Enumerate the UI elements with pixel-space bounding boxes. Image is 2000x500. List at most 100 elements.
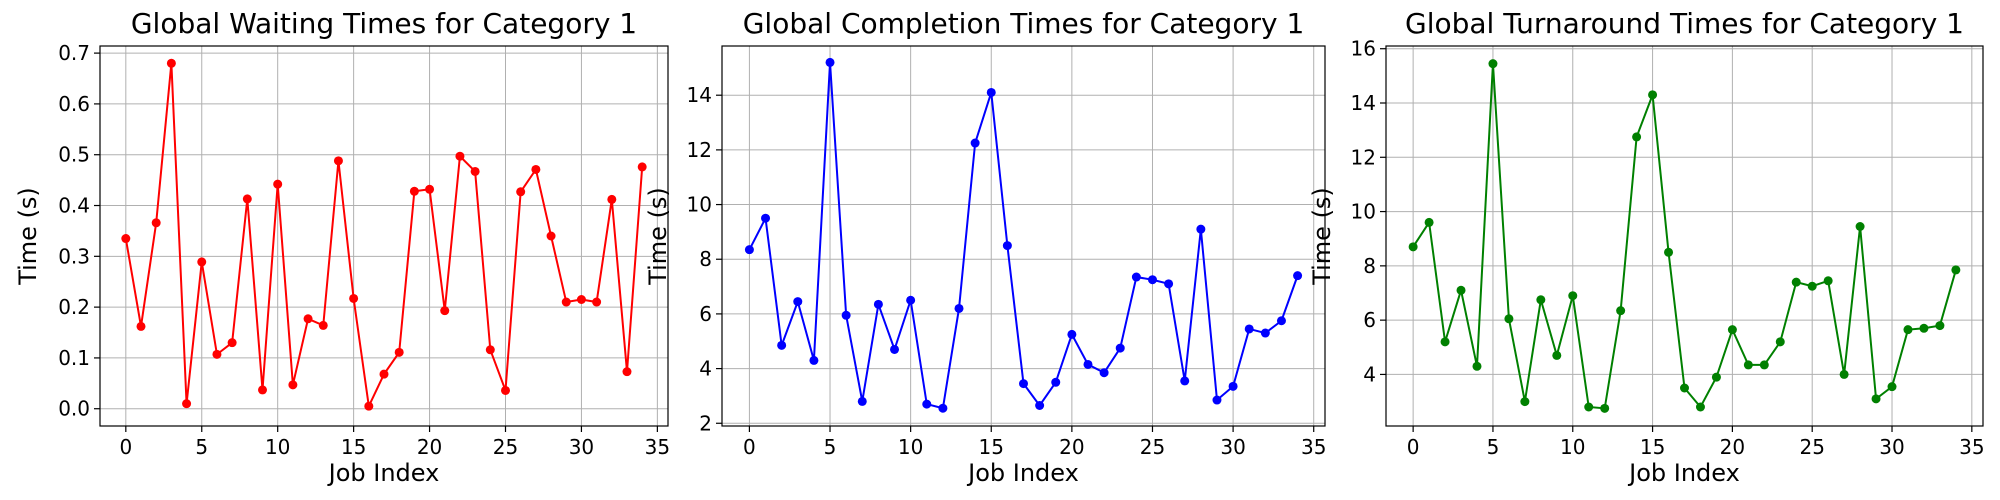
data-point (546, 231, 556, 241)
y-tick-label: 6 (699, 302, 712, 326)
data-point (500, 385, 510, 395)
data-point (1260, 328, 1270, 338)
x-tick-label: 20 (417, 435, 442, 459)
x-axis-label: Job Index (1627, 459, 1740, 487)
data-point (242, 194, 252, 204)
data-point (182, 399, 192, 409)
data-point (333, 156, 343, 166)
y-axis-label: Time (s) (1308, 187, 1336, 286)
data-point (212, 349, 222, 359)
y-tick-label: 12 (687, 138, 712, 162)
data-point (409, 186, 419, 196)
y-tick-label: 0.4 (58, 194, 90, 218)
gridlines (722, 46, 1325, 426)
data-point (1196, 224, 1206, 234)
y-tick-label: 0.3 (58, 244, 90, 268)
data-point (890, 344, 900, 354)
y-tick-label: 16 (1351, 37, 1376, 61)
y-tick-label: 0.5 (58, 143, 90, 167)
data-point (1180, 376, 1190, 386)
data-point (1871, 394, 1881, 404)
y-tick-label: 0.2 (58, 295, 90, 319)
data-point (906, 295, 916, 305)
x-axis-label: Job Index (327, 459, 440, 487)
series-line (748, 62, 1299, 410)
data-point (288, 380, 298, 390)
x-tick-label: 20 (1720, 435, 1745, 459)
data-point (1147, 275, 1157, 285)
y-tick-label: 4 (1363, 362, 1376, 386)
data-point (938, 403, 948, 413)
data-point (1839, 369, 1849, 379)
data-point (1424, 217, 1434, 227)
y-tick-label: 10 (1351, 200, 1376, 224)
data-point (1600, 403, 1610, 413)
data-point (1276, 316, 1286, 326)
data-point (857, 396, 867, 406)
data-point (1743, 360, 1753, 370)
data-point (1680, 383, 1689, 393)
plot-area (1385, 45, 1984, 427)
x-tick-label: 0 (119, 435, 132, 459)
data-point (1520, 397, 1530, 407)
data-point (470, 166, 480, 176)
data-point (576, 295, 586, 305)
y-tick-label: 8 (699, 247, 712, 271)
data-point (841, 310, 851, 320)
series-line (1412, 63, 1957, 410)
data-point (1903, 325, 1913, 335)
chart-title: Global Completion Times for Category 1 (743, 7, 1305, 40)
x-tick-label: 0 (743, 435, 756, 459)
y-tick-label: 0.6 (58, 92, 90, 116)
data-point (1472, 361, 1482, 371)
y-tick-label: 0.7 (58, 41, 90, 65)
data-point (318, 320, 328, 330)
data-point (970, 138, 980, 148)
data-point (922, 399, 932, 409)
x-tick-label: 5 (824, 435, 837, 459)
x-tick-label: 10 (898, 435, 923, 459)
data-point (379, 369, 389, 379)
plot-area (721, 45, 1326, 427)
x-tick-label: 20 (1059, 435, 1084, 459)
data-point (1408, 242, 1418, 252)
data-point (1164, 279, 1174, 289)
waiting-times-chart: 0 5 10 15 20 25 30 35 0.0 0.1 0.2 0.3 0.4 0.5 0.6 0.7 Gl… (14, 7, 670, 487)
data-point (1536, 295, 1546, 305)
data-point (777, 340, 787, 350)
y-tick-label: 12 (1351, 145, 1376, 169)
data-point (761, 213, 771, 223)
data-point (1935, 321, 1945, 331)
data-point (516, 187, 526, 197)
data-point (1212, 395, 1222, 405)
data-point (1632, 132, 1642, 142)
data-point (197, 257, 207, 267)
data-point (622, 367, 632, 377)
data-point (1775, 337, 1785, 347)
data-point (592, 297, 602, 307)
y-tick-label: 8 (1363, 254, 1376, 278)
x-tick-label: 35 (1959, 435, 1984, 459)
data-point (485, 345, 495, 355)
data-point (1456, 285, 1466, 295)
x-tick-label: 30 (569, 435, 594, 459)
data-point (440, 306, 450, 316)
data-point (607, 194, 617, 204)
chart-title: Global Turnaround Times for Category 1 (1405, 7, 1964, 40)
data-point (1648, 90, 1658, 100)
data-point (1504, 314, 1514, 324)
data-point (303, 314, 313, 324)
x-tick-label: 30 (1879, 435, 1904, 459)
x-axis-label: Job Index (966, 459, 1079, 487)
y-tick-label: 14 (1351, 91, 1376, 115)
completion-times-chart: 0 5 10 15 20 25 30 35 2 4 6 8 10 12 14 Global Completio… (644, 7, 1326, 487)
data-point (1791, 277, 1801, 287)
data-point (1099, 368, 1109, 378)
data-point (809, 355, 819, 365)
plot-area (99, 45, 669, 427)
gridlines (1386, 46, 1983, 426)
x-tick-label: 15 (341, 435, 366, 459)
data-point (1887, 382, 1897, 392)
x-tick-label: 25 (1140, 435, 1165, 459)
